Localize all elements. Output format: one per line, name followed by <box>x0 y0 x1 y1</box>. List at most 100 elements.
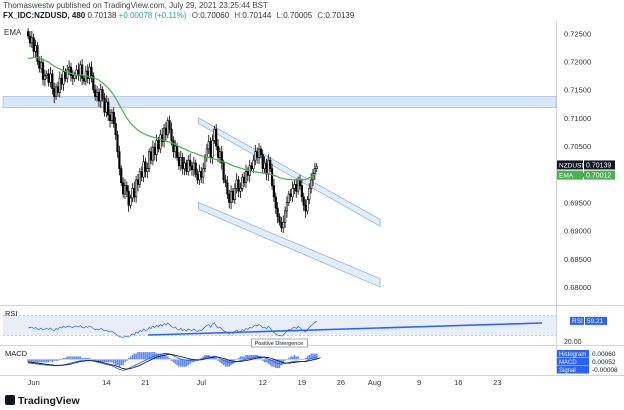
candle-up <box>218 151 222 158</box>
close-value: 0.70139 <box>325 11 355 20</box>
candle-up <box>205 148 208 158</box>
price-label-name: NZDUSD <box>559 162 586 169</box>
candle-down <box>60 78 63 85</box>
candle-up <box>313 168 316 174</box>
macd-histogram-bar <box>107 359 110 363</box>
candle-down <box>228 193 231 203</box>
candle-down <box>300 185 303 198</box>
macd-histogram-bar <box>274 359 277 369</box>
candle-up <box>310 179 313 189</box>
macd-histogram-bar <box>148 352 150 360</box>
candle-down <box>272 185 276 198</box>
candle-down <box>196 173 199 181</box>
macd-histogram-bar <box>297 356 299 360</box>
macd-histogram-bar <box>163 353 165 360</box>
candle-down <box>276 207 279 217</box>
candle-down <box>177 157 181 167</box>
macd-histogram-bar <box>109 359 111 363</box>
macd-histogram-bar <box>137 352 139 360</box>
macd-histogram-bar <box>118 359 121 367</box>
macd-histogram-bar <box>101 359 104 363</box>
candle-up <box>306 199 309 212</box>
tradingview-logo[interactable]: TradingView <box>5 395 80 407</box>
macd-histogram-bar <box>222 359 225 366</box>
candle-up <box>192 162 195 171</box>
candle-up <box>179 157 182 167</box>
macd-histogram-bar <box>213 356 216 360</box>
candle-up <box>244 171 248 184</box>
macd-histogram-bar <box>226 359 229 367</box>
candle-down <box>56 86 60 93</box>
time-tick-label: Jul <box>197 378 207 387</box>
last-price: 0.70138 <box>87 11 117 20</box>
candle-down <box>175 145 179 158</box>
candle-up <box>293 184 296 189</box>
candle-up <box>138 171 141 185</box>
candle-up <box>263 162 266 169</box>
macd-histogram-bar <box>36 359 39 363</box>
candle-up <box>308 188 311 200</box>
macd-histogram-bar <box>248 355 251 360</box>
macd-histogram-bar <box>116 359 119 366</box>
open-value: 0.70060 <box>200 11 230 20</box>
macd-legend-value: 0.00060 <box>592 351 616 358</box>
macd-histogram-bar <box>237 357 240 360</box>
candle-down <box>51 73 54 89</box>
time-tick-label: 14 <box>102 378 110 387</box>
candle-up <box>131 188 134 199</box>
macd-histogram-bar <box>55 359 57 361</box>
candle-down <box>153 146 156 155</box>
candle-up <box>213 128 216 141</box>
rsi-name-tag-bg <box>570 316 584 325</box>
macd-histogram-bar <box>142 352 145 360</box>
candle-down <box>133 188 136 198</box>
candle-down <box>120 168 123 184</box>
macd-histogram-bar <box>77 356 80 360</box>
candle-down <box>256 151 259 158</box>
macd-histogram-bar <box>269 359 271 366</box>
candle-up <box>174 145 177 153</box>
candle-down <box>278 216 281 223</box>
macd-histogram-bar <box>53 359 56 361</box>
candle-down <box>269 159 272 169</box>
macd-histogram-bar <box>47 359 50 363</box>
candle-up <box>142 161 145 178</box>
macd-histogram-bar <box>75 356 78 360</box>
candle-up <box>58 78 61 93</box>
macd-histogram-bar <box>220 359 223 364</box>
macd-histogram-bar <box>114 359 117 366</box>
candle-up <box>135 179 138 198</box>
rsi-divergence-trendline <box>148 322 543 336</box>
macd-histogram-bar <box>31 359 33 363</box>
candle-down <box>259 148 262 155</box>
candle-up <box>233 188 236 200</box>
macd-histogram-bar <box>42 359 44 363</box>
macd-histogram-bar <box>243 356 245 360</box>
candle-down <box>200 171 203 178</box>
macd-histogram-bar <box>282 359 285 364</box>
macd-histogram-bar <box>191 359 193 363</box>
candle-up <box>99 89 102 102</box>
macd-histogram-bar <box>72 356 74 360</box>
price-label-name-bg <box>557 160 583 170</box>
channel-lower-band <box>198 201 381 288</box>
macd-legend-name: MACD <box>559 360 577 366</box>
macd-histogram-bar <box>146 352 149 360</box>
macd-histogram-bar <box>286 359 288 360</box>
candle-up <box>40 62 43 69</box>
price-chart-svg[interactable]: Positive Divergence RSI MACD 0.72500 0.720… <box>0 0 624 392</box>
macd-histogram-bar <box>144 352 147 360</box>
macd-histogram-bar <box>103 359 106 363</box>
candle-down <box>185 162 188 172</box>
macd-histogram-bar <box>58 359 61 360</box>
time-tick-label: 26 <box>337 378 345 387</box>
symbol-label[interactable]: FX_IDC:NZDUSD, 480 <box>3 11 86 20</box>
macd-histogram-bar <box>250 355 253 360</box>
macd-histogram-bar <box>301 359 303 360</box>
macd-legend-name: Signal <box>559 368 576 374</box>
macd-legend-name-bg <box>557 350 589 358</box>
tradingview-brand-text: TradingView <box>18 395 80 407</box>
macd-signal-line <box>28 353 321 370</box>
candle-up <box>211 140 214 158</box>
